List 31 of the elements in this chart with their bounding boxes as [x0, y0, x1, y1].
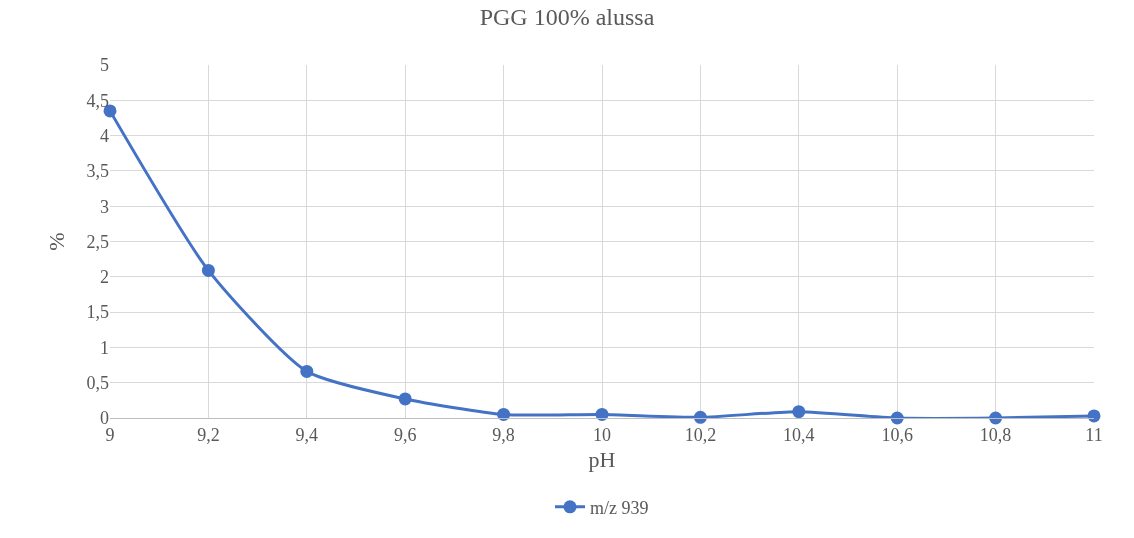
y-tick-label: 3: [100, 196, 109, 217]
y-tick-label: 2: [100, 267, 109, 288]
point: [595, 407, 609, 421]
y-axis-title: %: [44, 232, 70, 251]
x-axis-title: pH: [588, 447, 616, 473]
point: [398, 392, 412, 406]
y-tick-label: 2,5: [86, 231, 109, 252]
x-tick-label: 10,6: [881, 424, 913, 445]
y-tick-label: 5: [100, 55, 109, 76]
x-tick-label: 9,2: [197, 424, 220, 445]
x-tick-label: 10: [593, 424, 611, 445]
x-tick-label: 10,8: [979, 424, 1012, 445]
y-tick-label: 4: [100, 125, 109, 146]
point: [497, 407, 511, 421]
y-tick-label: 1: [100, 337, 109, 358]
chart-title: PGG 100% alussa: [479, 3, 655, 30]
y-tick-label: 1,5: [86, 302, 109, 323]
point: [792, 405, 806, 419]
y-tick-label: 0,5: [86, 373, 109, 393]
x-tick-label: 9,4: [295, 424, 319, 445]
point: [1087, 409, 1101, 423]
y-tick-label: 4,5: [86, 90, 109, 111]
legend-label: m/z 939: [590, 497, 649, 518]
point: [201, 263, 215, 277]
y-tick-label: 3,5: [86, 161, 109, 182]
point: [300, 364, 314, 378]
x-tick-label: 10,2: [684, 424, 717, 445]
x-tick-label: 9,6: [393, 424, 417, 445]
x-tick-label: 10,4: [783, 424, 815, 445]
x-tick-label: 9,8: [492, 424, 515, 445]
x-tick-label: 11: [1085, 424, 1103, 445]
